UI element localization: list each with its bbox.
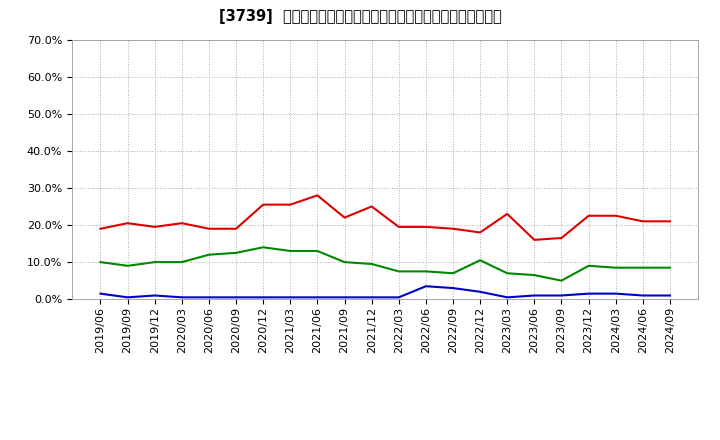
- 売上債権: [611, 213, 620, 218]
- 買入債務: [665, 265, 674, 270]
- 在庫: [503, 295, 511, 300]
- 売上債権: [639, 219, 647, 224]
- 在庫: [341, 295, 349, 300]
- 買入債務: [313, 248, 322, 253]
- 売上債権: [476, 230, 485, 235]
- Line: 売上債権: 売上債権: [101, 195, 670, 240]
- 買入債務: [611, 265, 620, 270]
- 買入債務: [96, 260, 105, 265]
- 買入債務: [204, 252, 213, 257]
- 買入債務: [476, 258, 485, 263]
- 買入債務: [259, 245, 268, 250]
- 売上債権: [665, 219, 674, 224]
- 買入債務: [584, 263, 593, 268]
- 売上債権: [341, 215, 349, 220]
- 在庫: [150, 293, 159, 298]
- 在庫: [96, 291, 105, 296]
- 在庫: [367, 295, 376, 300]
- 在庫: [178, 295, 186, 300]
- 売上債権: [96, 226, 105, 231]
- 在庫: [259, 295, 268, 300]
- 在庫: [204, 295, 213, 300]
- 買入債務: [421, 269, 430, 274]
- 買入債務: [232, 250, 240, 256]
- 在庫: [476, 289, 485, 294]
- 買入債務: [449, 271, 457, 276]
- 買入債務: [123, 263, 132, 268]
- 買入債務: [150, 260, 159, 265]
- 在庫: [232, 295, 240, 300]
- 売上債権: [395, 224, 403, 230]
- 売上債権: [259, 202, 268, 207]
- 在庫: [639, 293, 647, 298]
- 売上債権: [421, 224, 430, 230]
- Text: [3739]  売上債権、在庫、買入債務の総資産に対する比率の推移: [3739] 売上債権、在庫、買入債務の総資産に対する比率の推移: [219, 9, 501, 24]
- 売上債権: [557, 235, 566, 241]
- 在庫: [530, 293, 539, 298]
- 買入債務: [286, 248, 294, 253]
- 買入債務: [530, 272, 539, 278]
- 売上債権: [232, 226, 240, 231]
- 売上債権: [313, 193, 322, 198]
- 売上債権: [584, 213, 593, 218]
- 売上債権: [178, 220, 186, 226]
- 買入債務: [503, 271, 511, 276]
- 在庫: [584, 291, 593, 296]
- 在庫: [449, 286, 457, 291]
- Line: 在庫: 在庫: [101, 286, 670, 297]
- 在庫: [286, 295, 294, 300]
- 買入債務: [557, 278, 566, 283]
- 在庫: [313, 295, 322, 300]
- 売上債権: [286, 202, 294, 207]
- 売上債権: [150, 224, 159, 230]
- 在庫: [665, 293, 674, 298]
- 売上債権: [449, 226, 457, 231]
- 売上債権: [204, 226, 213, 231]
- 在庫: [557, 293, 566, 298]
- 売上債権: [530, 237, 539, 242]
- 買入債務: [178, 260, 186, 265]
- 売上債権: [367, 204, 376, 209]
- 買入債務: [367, 261, 376, 267]
- 在庫: [611, 291, 620, 296]
- 売上債権: [123, 220, 132, 226]
- 売上債権: [503, 211, 511, 216]
- 在庫: [123, 295, 132, 300]
- 買入債務: [341, 260, 349, 265]
- 買入債務: [639, 265, 647, 270]
- 在庫: [421, 284, 430, 289]
- Line: 買入債務: 買入債務: [101, 247, 670, 281]
- 在庫: [395, 295, 403, 300]
- 買入債務: [395, 269, 403, 274]
